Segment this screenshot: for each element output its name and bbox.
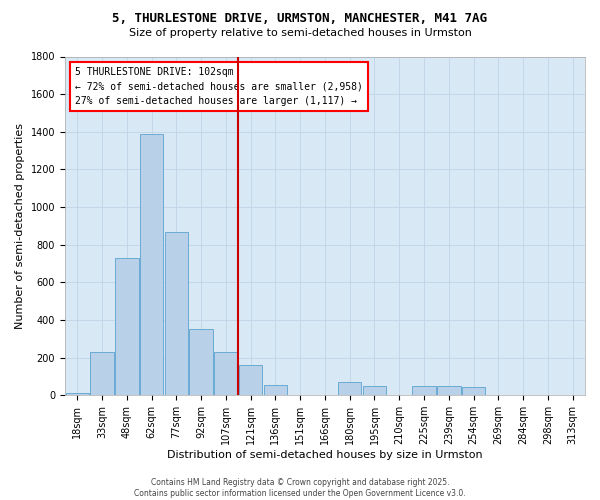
Bar <box>263 385 287 395</box>
Y-axis label: Number of semi-detached properties: Number of semi-detached properties <box>15 123 25 329</box>
Bar <box>164 232 188 395</box>
Bar <box>412 386 436 395</box>
Bar <box>363 386 386 395</box>
Text: Contains HM Land Registry data © Crown copyright and database right 2025.
Contai: Contains HM Land Registry data © Crown c… <box>134 478 466 498</box>
Bar <box>140 134 163 395</box>
Bar <box>462 387 485 395</box>
Bar <box>90 352 114 395</box>
X-axis label: Distribution of semi-detached houses by size in Urmston: Distribution of semi-detached houses by … <box>167 450 483 460</box>
Text: 5, THURLESTONE DRIVE, URMSTON, MANCHESTER, M41 7AG: 5, THURLESTONE DRIVE, URMSTON, MANCHESTE… <box>113 12 487 26</box>
Bar <box>214 352 238 395</box>
Bar <box>115 258 139 395</box>
Bar <box>65 394 89 395</box>
Bar <box>338 382 361 395</box>
Bar <box>239 365 262 395</box>
Text: Size of property relative to semi-detached houses in Urmston: Size of property relative to semi-detach… <box>128 28 472 38</box>
Bar <box>437 386 461 395</box>
Bar <box>190 330 213 395</box>
Text: 5 THURLESTONE DRIVE: 102sqm
← 72% of semi-detached houses are smaller (2,958)
27: 5 THURLESTONE DRIVE: 102sqm ← 72% of sem… <box>76 66 363 106</box>
